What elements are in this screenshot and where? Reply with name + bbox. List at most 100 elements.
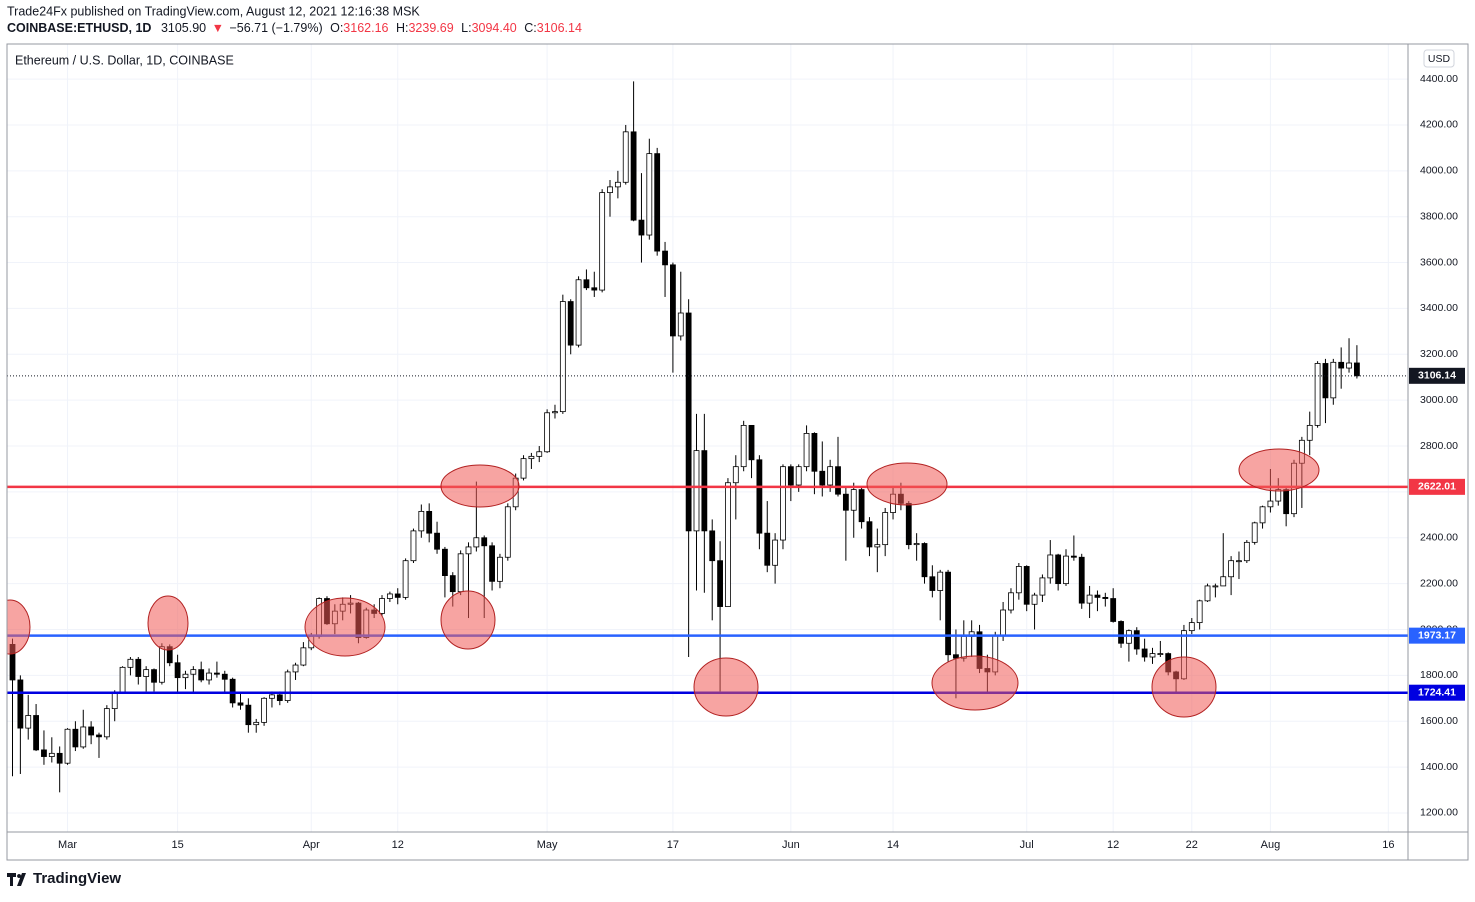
- level-label-box: [1409, 627, 1465, 644]
- candle-body: [677, 312, 684, 337]
- c-label: C:: [524, 21, 537, 35]
- candle-body: [143, 669, 150, 677]
- candle-body: [127, 658, 134, 668]
- candle-body: [434, 532, 440, 550]
- y-tick-label: 3800.00: [1420, 210, 1458, 222]
- candle-body: [174, 662, 181, 679]
- x-tick-label: 16: [1382, 839, 1394, 851]
- candle-body: [1322, 363, 1329, 399]
- candle-body: [1212, 585, 1219, 588]
- candle-body: [725, 482, 731, 607]
- annotation-ellipse: [866, 462, 948, 506]
- currency-box: [1423, 49, 1455, 68]
- y-tick-label: 4000.00: [1420, 165, 1458, 177]
- grid: [7, 44, 1408, 832]
- l-label: L:: [461, 21, 471, 35]
- candle-body: [151, 669, 157, 683]
- candle-body: [803, 433, 810, 468]
- candle-body: [135, 658, 142, 677]
- level-label-box: [1409, 478, 1465, 495]
- candle-body: [662, 250, 668, 266]
- candle-body: [591, 287, 598, 291]
- candle-body: [559, 301, 566, 413]
- candle-body: [921, 543, 928, 578]
- candle-body: [1149, 653, 1156, 658]
- candle-body: [1000, 609, 1007, 636]
- level-label-box: [1409, 684, 1465, 701]
- candle-body: [103, 708, 110, 738]
- candle-body: [732, 466, 739, 484]
- candle-body: [1251, 522, 1258, 543]
- x-tick-label: 22: [1186, 839, 1198, 851]
- candle-body: [88, 726, 95, 736]
- x-tick-label: Apr: [303, 839, 320, 851]
- candle-body: [1023, 566, 1030, 605]
- candle-body: [442, 548, 448, 577]
- candle-body: [17, 679, 24, 729]
- candle-body: [1110, 598, 1117, 622]
- candle-body: [567, 301, 574, 346]
- y-tick-label: 1200.00: [1420, 807, 1458, 819]
- candle-body: [1055, 554, 1062, 585]
- candle-body: [536, 451, 543, 457]
- candle-body: [1204, 585, 1211, 602]
- candle-body: [552, 411, 558, 414]
- candle-body: [638, 219, 645, 236]
- candle-body: [410, 530, 417, 562]
- annotations: [7, 448, 1320, 718]
- candle-body: [858, 489, 865, 523]
- annotation-ellipse: [147, 595, 189, 651]
- candle-body: [528, 455, 535, 460]
- level-label: 1973.17: [1418, 629, 1456, 641]
- candle-body: [237, 702, 244, 706]
- candle-body: [905, 502, 912, 546]
- candle-body: [72, 728, 79, 748]
- candle-body: [1133, 630, 1140, 650]
- candle-body: [418, 510, 425, 532]
- candle-body: [1102, 596, 1109, 599]
- candle-body: [1306, 424, 1313, 441]
- frame: [6, 43, 1469, 861]
- candle-body: [206, 672, 212, 681]
- y-tick-label: 1800.00: [1420, 669, 1458, 681]
- candle-body: [1338, 361, 1345, 369]
- candle-body: [1039, 577, 1046, 596]
- x-tick-label: 12: [392, 839, 404, 851]
- level-label: 1724.41: [1418, 686, 1456, 698]
- h-label: H:: [396, 21, 409, 35]
- candle-body: [1031, 594, 1038, 605]
- annotation-ellipse: [1151, 656, 1217, 718]
- candle-body: [544, 412, 551, 453]
- annotation-ellipse: [693, 657, 759, 717]
- candle-body: [41, 749, 47, 757]
- low: 3094.40: [472, 21, 517, 35]
- candle-body: [33, 715, 39, 751]
- candle-body: [198, 669, 205, 681]
- x-tick-label: 14: [887, 839, 899, 851]
- candle-body: [457, 553, 464, 593]
- candle-body: [1094, 594, 1101, 598]
- candle-body: [835, 466, 841, 495]
- ohlc-line: COINBASE:ETHUSD, 1D 3105.90 ▼ −56.71 (−1…: [7, 21, 582, 35]
- candle-body: [1330, 361, 1337, 399]
- candle-body: [386, 593, 393, 599]
- candle-body: [630, 131, 637, 221]
- candle-body: [1141, 648, 1148, 658]
- candle-body: [1267, 500, 1274, 508]
- candle-body: [1015, 566, 1022, 594]
- candle-body: [497, 556, 503, 582]
- candle-body: [520, 458, 527, 479]
- candle-body: [56, 752, 63, 764]
- candle-body: [780, 466, 786, 541]
- candle-body: [426, 510, 433, 534]
- candle-body: [1220, 576, 1227, 587]
- candle-body: [646, 153, 653, 236]
- candle-body: [764, 532, 771, 566]
- candle-body: [96, 734, 102, 738]
- candle-body: [190, 669, 197, 675]
- y-tick-label: 1400.00: [1420, 761, 1458, 773]
- candle-body: [1070, 555, 1077, 558]
- x-tick-label: Jul: [1020, 839, 1034, 851]
- candle-body: [811, 433, 818, 472]
- candle-body: [748, 424, 755, 461]
